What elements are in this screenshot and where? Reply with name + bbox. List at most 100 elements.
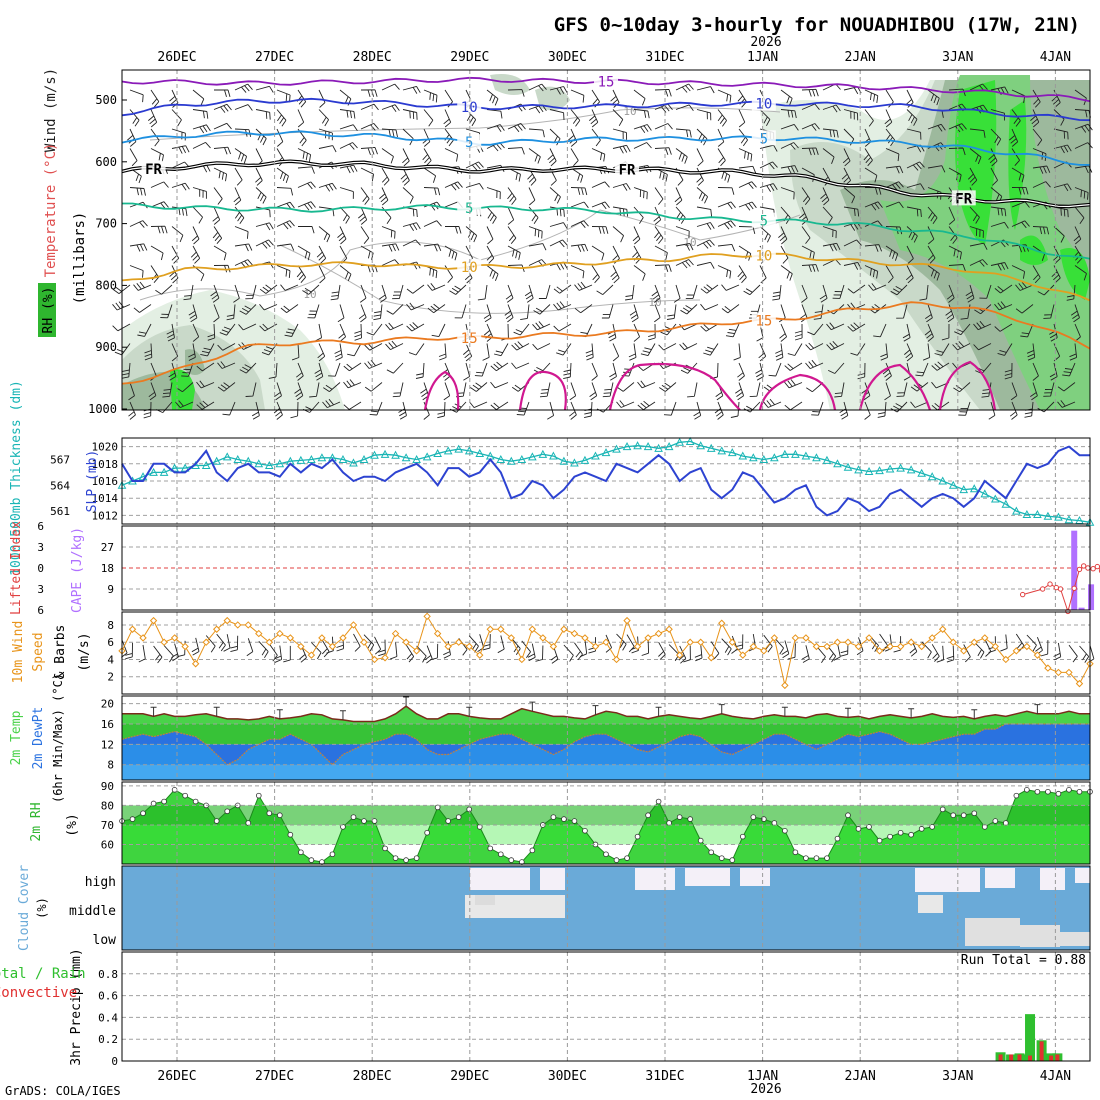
wind-barb <box>191 637 200 656</box>
wind-barb <box>696 222 715 230</box>
slp-tick-label: 1018 <box>92 458 119 471</box>
wind-barb <box>990 206 1007 217</box>
wind-barb <box>150 89 160 108</box>
wind-barb <box>654 147 672 155</box>
wind-barb <box>297 109 305 128</box>
thickness-point <box>528 452 537 461</box>
wind10-speed-point <box>497 625 505 633</box>
wind-barb <box>507 122 526 133</box>
wind-barb <box>196 400 215 410</box>
thickness-point <box>938 476 948 485</box>
isotherm-label: 5 <box>760 214 768 230</box>
rh2m-point <box>803 855 809 861</box>
wind-barb <box>979 284 992 299</box>
wind-barb <box>505 284 514 303</box>
wind10-speed-point <box>402 638 410 646</box>
thickness-point <box>201 460 211 470</box>
thickness-point <box>496 454 506 463</box>
wind-barb <box>497 635 505 654</box>
wind-barb <box>784 379 803 389</box>
thickness-point <box>685 436 695 445</box>
precip-axis-label: 3hr Precip (mm) <box>69 948 84 1065</box>
wind-barb <box>129 220 148 228</box>
wind-barb <box>948 147 966 156</box>
wind10-speed-point <box>297 642 305 651</box>
wind-barb <box>780 245 789 264</box>
rh2m-axis-label: 2m RH <box>29 802 44 841</box>
wind-barb <box>259 284 278 294</box>
thickness-point <box>338 454 348 463</box>
wind-barb <box>114 343 131 356</box>
wind-barb <box>591 148 606 162</box>
wind-barb <box>960 304 971 320</box>
wind-barb <box>423 243 442 252</box>
wind-barb <box>234 243 253 252</box>
wind-barb <box>850 343 866 356</box>
wind-barb <box>1043 304 1055 319</box>
wind-barb <box>408 343 425 356</box>
wind-barb <box>296 89 307 108</box>
wind-barb <box>902 323 911 342</box>
lifted-index-point <box>1090 566 1096 572</box>
wind-barb <box>579 639 588 658</box>
thickness-point <box>812 453 821 462</box>
thickness-point <box>759 454 769 463</box>
rh2m-point <box>918 826 925 832</box>
wind10-speed-point <box>833 638 842 646</box>
cloud-block <box>1040 868 1065 890</box>
wind-barb <box>819 284 828 303</box>
isotherm-label: FR <box>145 162 162 178</box>
wind-barb <box>906 245 914 264</box>
wind-barb <box>406 322 425 332</box>
wind-barb <box>374 636 382 655</box>
rh2m-point <box>939 806 946 813</box>
wind-barb <box>234 259 253 269</box>
wind-barb <box>805 342 824 351</box>
wind-barb <box>381 128 398 138</box>
contour-label-bg <box>457 258 482 274</box>
isotherm-label: 5 <box>465 201 473 217</box>
wind10-speed-point <box>718 619 726 627</box>
wind10-speed-point <box>465 642 473 651</box>
precip-convective-label: Convective <box>0 985 77 1001</box>
thickness-point <box>538 449 548 458</box>
wind-barb <box>735 382 745 401</box>
rh-shading <box>1060 248 1090 300</box>
wind-barb <box>602 382 614 398</box>
wind10-speed-point <box>370 655 379 664</box>
wind10-speed-point <box>802 634 810 642</box>
wind-barb <box>570 220 589 228</box>
wind-barb <box>553 301 572 311</box>
rh2m-point <box>866 824 872 830</box>
rh2m-point <box>813 855 820 861</box>
wind10-speed-point <box>633 642 642 651</box>
rh2m-point <box>529 847 536 854</box>
wind-barb <box>150 128 160 147</box>
wind-barb <box>507 147 525 155</box>
wind10-speed-point <box>265 638 274 646</box>
wind-barb <box>666 304 677 320</box>
cape-bar <box>1088 584 1095 610</box>
rh2m-point <box>371 818 378 824</box>
wind-barb <box>166 323 175 342</box>
thickness-point <box>464 446 474 455</box>
lifted-cape-panel: 9 18 27 6 3 0 3 6 Lifted Index CAPE (J/kg) <box>9 520 1100 617</box>
wind10-speed-point <box>591 642 600 651</box>
wind-barb <box>507 245 521 260</box>
rh2m-point <box>561 816 567 822</box>
thickness-point <box>233 454 243 463</box>
convective-bar <box>1039 1041 1044 1061</box>
millibars-axis-label: (millibars) <box>72 212 88 305</box>
wind-barb <box>233 284 240 303</box>
wind-barb <box>474 362 488 377</box>
wind-barb <box>653 206 662 225</box>
wind-barb <box>1026 343 1036 361</box>
isotherm-line <box>121 301 1091 385</box>
wind-barb <box>183 284 194 301</box>
wind-barb <box>906 128 922 140</box>
minmax-whisker <box>592 705 599 715</box>
wind-barb <box>112 323 131 332</box>
wind-barb <box>847 322 866 332</box>
wind-barb <box>910 382 929 392</box>
wind-barb <box>402 85 421 94</box>
